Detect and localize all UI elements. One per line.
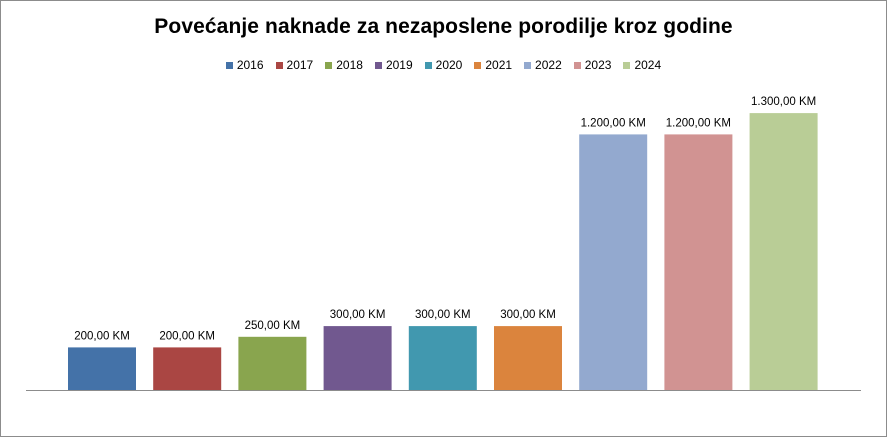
data-label-2022: 1.200,00 KM (581, 117, 646, 129)
legend-item-2024: 2024 (623, 58, 661, 72)
data-label-2024: 1.300,00 KM (751, 96, 816, 108)
legend-label: 2017 (286, 58, 314, 72)
legend-label: 2020 (435, 58, 463, 72)
data-label-2019: 300,00 KM (330, 309, 386, 321)
legend-swatch (275, 61, 283, 69)
bar-2021 (494, 326, 562, 390)
legend-item-2017: 2017 (275, 58, 314, 72)
legend-label: 2024 (634, 58, 662, 72)
data-label-2017: 200,00 KM (159, 330, 215, 342)
bar-2017 (153, 347, 222, 390)
legend-swatch (573, 61, 581, 69)
data-label-2023: 1.200,00 KM (666, 117, 731, 129)
legend-swatch (424, 61, 432, 69)
bar-2020 (408, 326, 477, 390)
legend-item-2021: 2021 (474, 58, 512, 72)
legend-item-2022: 2022 (524, 58, 562, 72)
legend-swatch (325, 61, 333, 69)
legend-item-2018: 2018 (325, 58, 363, 72)
legend-label: 2022 (535, 58, 562, 72)
legend: 2016 2017 2018 2019 2020 2021 2022 2023 2024 (1, 58, 886, 72)
legend-swatch (374, 61, 382, 69)
legend-item-2023: 2023 (573, 58, 612, 72)
legend-swatch (474, 61, 482, 69)
data-label-2020: 300,00 KM (415, 309, 471, 321)
bar-2023 (664, 134, 733, 390)
chart-title: Povećanje naknade za nezaposlene porodil… (154, 15, 733, 38)
legend-swatch (225, 61, 233, 69)
bar-2019 (323, 326, 392, 390)
bar-2016 (68, 347, 136, 390)
bar-2022 (579, 134, 648, 390)
legend-item-2019: 2019 (374, 58, 413, 72)
data-label-2016: 200,00 KM (74, 330, 130, 342)
legend-item-2020: 2020 (424, 58, 463, 72)
legend-swatch (524, 61, 532, 69)
legend-label: 2019 (385, 58, 413, 72)
legend-item-2016: 2016 (225, 58, 264, 72)
legend-swatch (623, 61, 631, 69)
bar-2018 (238, 336, 307, 391)
bar-2024 (749, 113, 818, 390)
data-label-2018: 250,00 KM (245, 320, 301, 332)
legend-label: 2021 (485, 58, 513, 72)
legend-label: 2023 (584, 58, 612, 72)
data-label-2021: 300,00 KM (500, 309, 556, 321)
legend-label: 2016 (236, 58, 264, 72)
legend-label: 2018 (336, 58, 363, 72)
